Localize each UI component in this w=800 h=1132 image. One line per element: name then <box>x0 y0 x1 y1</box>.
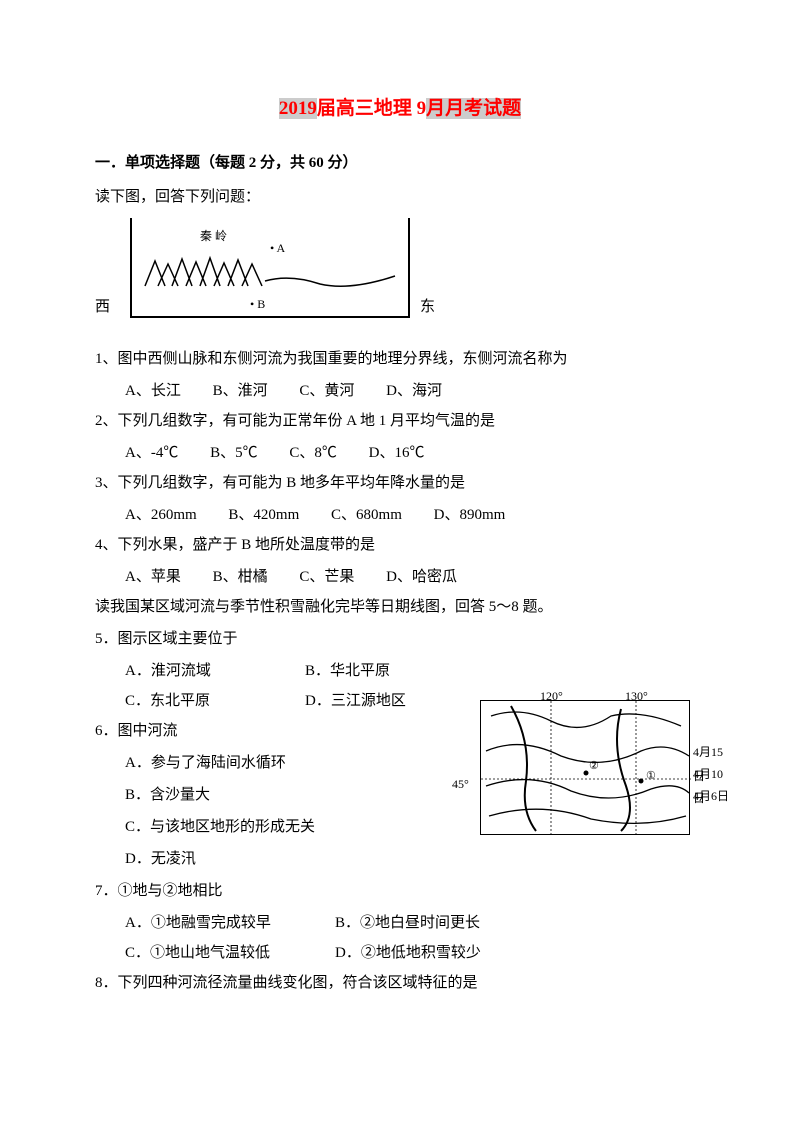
q6-opt-d: D．无凌汛 <box>95 844 705 874</box>
q7-opt-a: A．①地融雪完成较早 <box>125 908 335 938</box>
q2-opt-c: C、8℃ <box>289 438 337 468</box>
q4-stem: 4、下列水果，盛产于 B 地所处温度带的是 <box>95 530 705 560</box>
q4-opt-b: B、柑橘 <box>213 562 268 592</box>
page-title: 2019届高三地理 9月月考试题 <box>95 90 705 128</box>
svg-text:②: ② <box>589 760 599 772</box>
q2-stem: 2、下列几组数字，有可能为正常年份 A 地 1 月平均气温的是 <box>95 406 705 436</box>
q1-opt-a: A、长江 <box>125 376 181 406</box>
q4-opt-c: C、芒果 <box>299 562 354 592</box>
intro-text: 读下图，回答下列问题： <box>95 182 705 212</box>
q3-opt-d: D、890mm <box>434 500 506 530</box>
mountain-icon: 秦 岭 • A • B <box>140 226 400 316</box>
q1-stem: 1、图中西侧山脉和东侧河流为我国重要的地理分界线，东侧河流名称为 <box>95 344 705 374</box>
q3-opt-b: B、420mm <box>228 500 299 530</box>
q3-opt-c: C、680mm <box>331 500 402 530</box>
svg-text:秦 岭: 秦 岭 <box>200 229 227 243</box>
svg-text:• A: • A <box>270 241 286 255</box>
q5-row1: A．淮河流域 B．华北平原 <box>95 656 705 686</box>
cross-section-figure: 秦 岭 • A • B <box>130 218 410 318</box>
q7-opt-c: C．①地山地气温较低 <box>125 938 335 968</box>
figure-row: 西 秦 岭 • A • B 东 <box>95 214 705 322</box>
q7-row1: A．①地融雪完成较早 B．②地白昼时间更长 <box>95 908 705 938</box>
title-year: 2019 <box>279 98 317 119</box>
q3-options: A、260mm B、420mm C、680mm D、890mm <box>95 500 705 530</box>
map-svg: ① ② <box>481 701 691 836</box>
map-date3: 4月6日 <box>693 784 729 808</box>
map-figure: 120° 130° ① ② 45° 4月15日 4月10日 4月6日 <box>480 700 730 835</box>
q2-opt-b: B、5℃ <box>210 438 258 468</box>
q4-options: A、苹果 B、柑橘 C、芒果 D、哈密瓜 <box>95 562 705 592</box>
q7-row2: C．①地山地气温较低 D．②地低地积雪较少 <box>95 938 705 968</box>
title-mid: 届高三地理 9 <box>317 98 426 119</box>
title-suffix: 月月考试题 <box>426 98 521 119</box>
q1-opt-c: C、黄河 <box>299 376 354 406</box>
q5-opt-a: A．淮河流域 <box>125 656 305 686</box>
q2-options: A、-4℃ B、5℃ C、8℃ D、16℃ <box>95 438 705 468</box>
east-label: 东 <box>420 292 435 322</box>
q4-opt-a: A、苹果 <box>125 562 181 592</box>
q1-opt-d: D、海河 <box>386 376 442 406</box>
q7-opt-d: D．②地低地积雪较少 <box>335 938 515 968</box>
q3-stem: 3、下列几组数字，有可能为 B 地多年平均年降水量的是 <box>95 468 705 498</box>
q7-opt-b: B．②地白昼时间更长 <box>335 908 515 938</box>
map-box: ① ② <box>480 700 690 835</box>
map-lat45: 45° <box>452 772 469 796</box>
q2-opt-a: A、-4℃ <box>125 438 178 468</box>
q5-opt-b: B．华北平原 <box>305 656 485 686</box>
west-label: 西 <box>95 292 110 322</box>
q2-opt-d: D、16℃ <box>369 438 425 468</box>
q1-opt-b: B、淮河 <box>213 376 268 406</box>
section-heading: 一．单项选择题（每题 2 分，共 60 分） <box>95 148 705 178</box>
q5-stem: 5．图示区域主要位于 <box>95 624 705 654</box>
svg-text:• B: • B <box>250 297 265 311</box>
q1-options: A、长江 B、淮河 C、黄河 D、海河 <box>95 376 705 406</box>
q5-opt-d: D．三江源地区 <box>305 686 485 716</box>
svg-text:①: ① <box>646 770 656 782</box>
intro2-text: 读我国某区域河流与季节性积雪融化完毕等日期线图，回答 5～8 题。 <box>95 592 705 622</box>
q4-opt-d: D、哈密瓜 <box>386 562 457 592</box>
q5-opt-c: C．东北平原 <box>125 686 305 716</box>
q8-stem: 8．下列四种河流径流量曲线变化图，符合该区域特征的是 <box>95 968 705 998</box>
q7-stem: 7．①地与②地相比 <box>95 876 705 906</box>
q3-opt-a: A、260mm <box>125 500 197 530</box>
